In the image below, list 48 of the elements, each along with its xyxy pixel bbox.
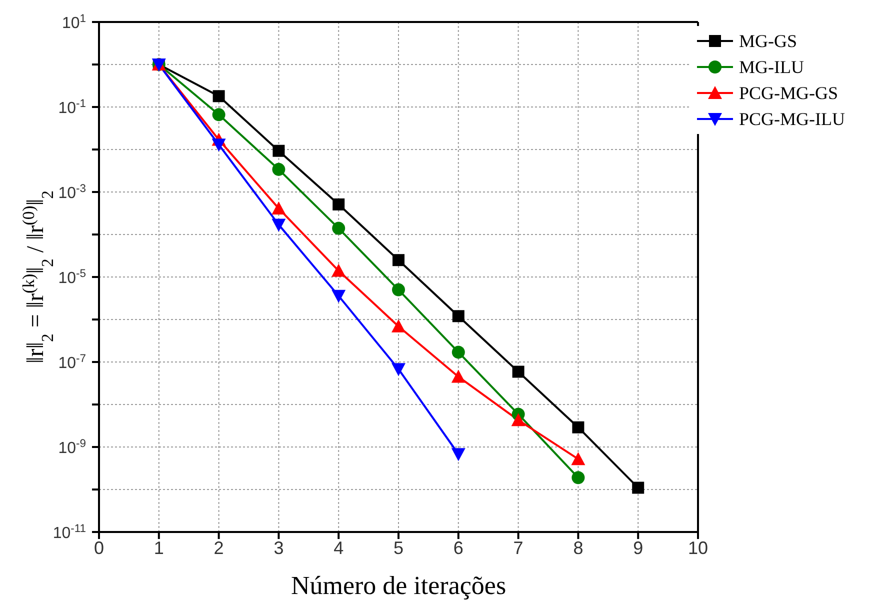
x-tick-label: 8 <box>573 538 584 558</box>
point <box>451 448 466 462</box>
point <box>212 90 225 102</box>
point <box>392 283 405 296</box>
legend-label: MG-GS <box>739 30 798 52</box>
point <box>511 413 526 426</box>
point <box>451 370 466 383</box>
point <box>332 198 345 210</box>
y-tick-label: 10$^{-9}$ <box>58 438 86 457</box>
point <box>272 218 286 232</box>
point <box>571 452 586 466</box>
x-tick-label: 2 <box>214 538 224 558</box>
point <box>452 346 465 359</box>
x-tick-label: 0 <box>94 538 104 558</box>
point <box>332 264 346 277</box>
point <box>572 471 585 484</box>
point <box>452 310 464 322</box>
point <box>272 162 286 176</box>
point <box>572 421 584 434</box>
legend-label: PCG-MG-GS <box>739 82 838 104</box>
y-tick-label: 10$^{1}$ <box>62 13 86 32</box>
legend-label: MG-ILU <box>739 56 804 78</box>
x-tick-label: 1 <box>154 538 164 558</box>
point <box>392 319 406 332</box>
point <box>512 366 524 378</box>
legend-label: PCG-MG-ILU <box>739 108 845 130</box>
point <box>332 290 346 303</box>
point <box>392 363 406 376</box>
point <box>272 144 285 157</box>
point <box>632 482 644 494</box>
x-tick-label: 3 <box>274 538 284 558</box>
x-tick-label: 10 <box>688 538 708 558</box>
x-tick-label: 4 <box>334 538 344 558</box>
x-tick-label: 7 <box>513 538 524 558</box>
point <box>392 254 404 266</box>
y-tick-label: 10$^{-7}$ <box>58 353 86 372</box>
point <box>212 108 226 122</box>
point <box>332 222 346 235</box>
x-tick-label: 5 <box>393 538 404 558</box>
point <box>272 201 286 214</box>
y-tick-label: 10$^{-11}$ <box>52 523 86 542</box>
y-tick-label: 10$^{-5}$ <box>58 268 86 287</box>
x-tick-label: 9 <box>633 538 644 558</box>
y-tick-label: 10$^{-3}$ <box>58 183 86 202</box>
y-tick-label: 10$^{-1}$ <box>58 98 86 117</box>
x-axis-title: Número de iterações <box>290 571 506 600</box>
point <box>212 138 226 152</box>
x-tick-label: 6 <box>453 538 464 558</box>
